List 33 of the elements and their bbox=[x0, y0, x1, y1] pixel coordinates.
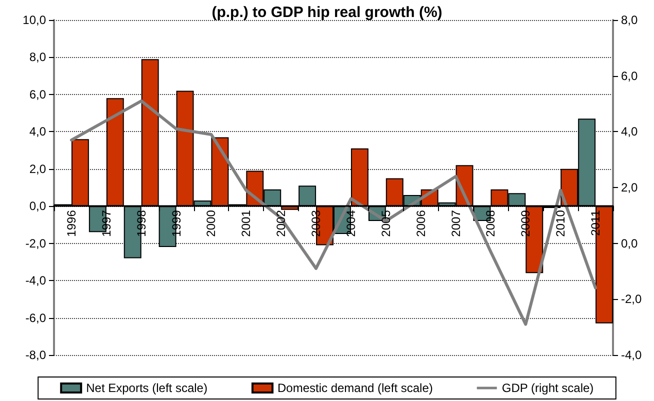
y2-tick-label: 4,0 bbox=[621, 124, 638, 139]
y2-tick-label: 6,0 bbox=[621, 68, 638, 83]
y-tick-label: 0,0 bbox=[29, 199, 46, 214]
x-tick-label: 2003 bbox=[309, 210, 324, 237]
x-tick-label: 2005 bbox=[378, 210, 393, 237]
x-tick-label: 2011 bbox=[588, 210, 603, 236]
y2-tick-label: 0,0 bbox=[621, 236, 638, 250]
x-tick-label: 2002 bbox=[274, 210, 288, 237]
y2-tick-label: -2,0 bbox=[621, 292, 642, 306]
legend-label: GDP (right scale) bbox=[502, 381, 594, 395]
x-tick-label: 2007 bbox=[448, 210, 463, 237]
chart-title: (p.p.) to GDP hip real growth (%) bbox=[212, 4, 442, 21]
y-tick-label: 10,0 bbox=[22, 13, 46, 27]
x-tick-label: 2010 bbox=[554, 210, 568, 237]
x-tick-label: 1997 bbox=[99, 210, 114, 237]
y-tick-label: -4,0 bbox=[25, 274, 46, 288]
y-tick-label: 8,0 bbox=[29, 50, 46, 64]
y-tick-label: 2,0 bbox=[29, 162, 46, 176]
legend-label: Net Exports (left scale) bbox=[86, 381, 208, 395]
y-tick-label: -8,0 bbox=[25, 348, 46, 362]
x-tick-label: 2008 bbox=[484, 210, 498, 237]
y-tick-label: -6,0 bbox=[25, 310, 46, 325]
y2-tick-label: 8,0 bbox=[621, 13, 638, 27]
x-tick-label: 2001 bbox=[239, 210, 254, 237]
x-tick-label: 1996 bbox=[64, 210, 78, 237]
legend-label: Domestic demand (left scale) bbox=[277, 381, 433, 395]
y-tick-label: 4,0 bbox=[29, 124, 46, 139]
y-tick-label: 6,0 bbox=[29, 87, 46, 102]
y2-tick-label: 2,0 bbox=[621, 180, 638, 194]
y-tick-label: -2,0 bbox=[25, 236, 46, 250]
x-tick-label: 2006 bbox=[414, 210, 428, 237]
y2-tick-label: -4,0 bbox=[621, 348, 642, 362]
x-tick-label: 2000 bbox=[204, 210, 218, 237]
